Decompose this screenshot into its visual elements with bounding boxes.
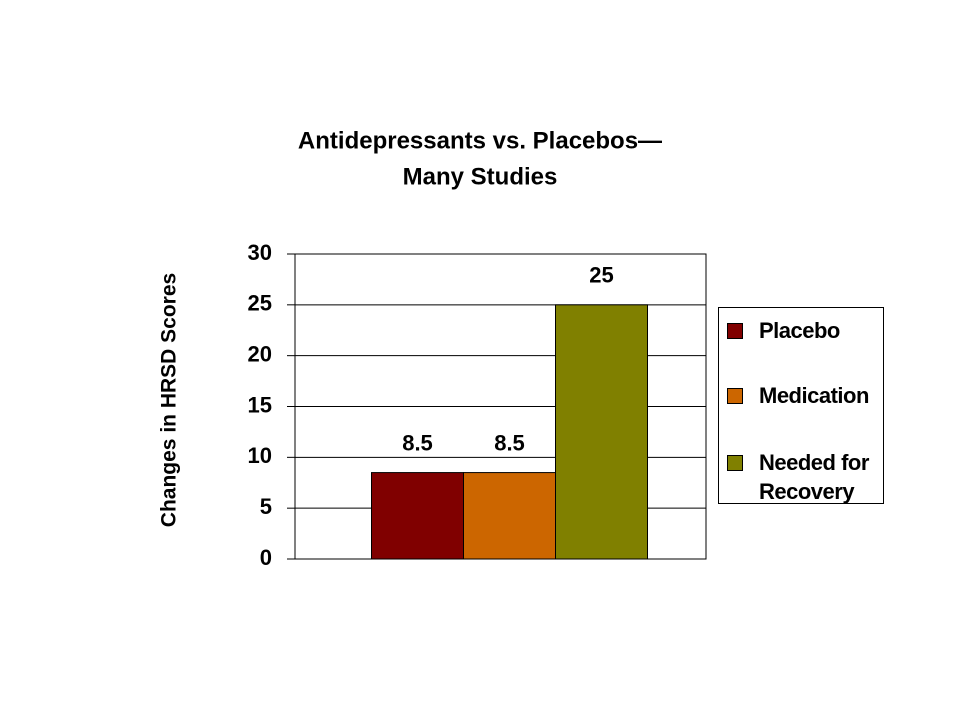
- y-tick-label: 20: [248, 341, 272, 366]
- legend-entry: Needed for Recovery: [727, 448, 883, 506]
- y-axis-label: Changes in HRSD Scores: [158, 273, 181, 527]
- legend-label: Medication: [759, 383, 869, 408]
- y-tick-label: 30: [248, 240, 272, 265]
- legend-label: Needed for Recovery: [759, 450, 869, 504]
- y-tick-label: 25: [248, 291, 272, 316]
- legend-entry: Placebo: [727, 316, 883, 345]
- data-label: 8.5: [402, 430, 433, 455]
- legend-swatch: [727, 455, 743, 471]
- legend-swatch: [727, 388, 743, 404]
- bar: [463, 472, 556, 560]
- legend-label: Placebo: [759, 318, 840, 343]
- chart-title: Many Studies: [403, 163, 558, 190]
- chart-title: Antidepressants vs. Placebos—: [298, 127, 662, 154]
- bar: [371, 472, 464, 560]
- y-tick-label: 5: [260, 494, 272, 519]
- data-label: 25: [589, 263, 613, 288]
- legend-entry: Medication: [727, 381, 883, 410]
- data-label: 8.5: [494, 430, 525, 455]
- y-tick-label: 10: [248, 443, 272, 468]
- y-tick-label: 0: [260, 545, 272, 570]
- legend: Placebo Medication Needed for Recovery: [718, 307, 884, 504]
- y-tick-label: 15: [248, 392, 272, 417]
- legend-swatch: [727, 323, 743, 339]
- bar: [555, 304, 648, 560]
